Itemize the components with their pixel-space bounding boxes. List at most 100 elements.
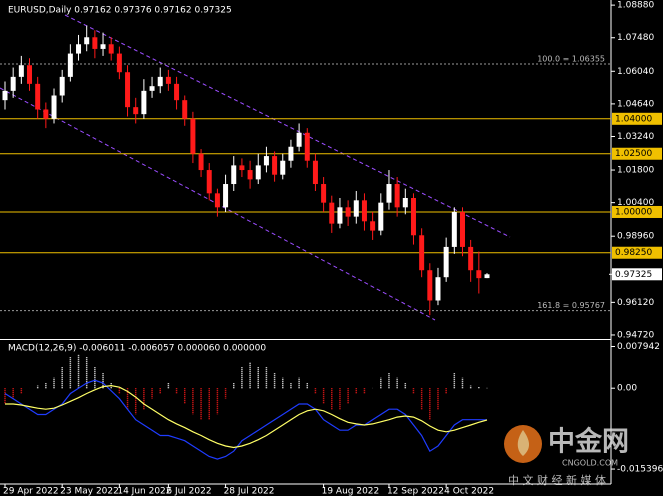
y-tick-label: 0.98960: [617, 232, 654, 242]
candle-body: [214, 193, 220, 208]
level-label: 0.98250: [615, 248, 652, 258]
candle-body: [157, 76, 163, 87]
candle-body: [198, 153, 204, 171]
candle-body: [337, 207, 343, 224]
candle-body: [149, 86, 155, 91]
level-label-box: [612, 147, 662, 160]
candle-body: [304, 132, 310, 161]
candle-body: [247, 170, 253, 180]
level-label-box: [612, 112, 662, 125]
level-label: 1.00000: [615, 207, 652, 217]
candle-body: [67, 53, 73, 77]
candle-body: [296, 132, 302, 147]
level-label: 1.02500: [615, 149, 652, 159]
candle-body: [125, 72, 131, 108]
x-tick-label: 23 May 2022: [60, 487, 119, 496]
indicator-title: MACD(12,26,9) -0.006011 -0.006057 0.0000…: [8, 344, 266, 354]
chart-title: EURUSD,Daily 0.97162 0.97376 0.97162 0.9…: [8, 6, 232, 16]
y-tick-label: 1.03240: [617, 132, 654, 142]
candle-body: [18, 65, 24, 77]
candle-body: [174, 83, 180, 101]
candle-body: [476, 270, 482, 279]
level-label: 1.04000: [615, 114, 652, 124]
candle-body: [435, 277, 441, 301]
candle-body: [59, 76, 65, 96]
candle-body: [345, 207, 351, 217]
x-tick-label: 14 Jun 2022: [117, 487, 171, 496]
candle-body: [263, 156, 269, 166]
candle-body: [312, 160, 318, 185]
candle-body: [239, 165, 245, 171]
y-tick-label: 1.07480: [617, 33, 654, 43]
candle-body: [51, 95, 57, 119]
watermark-site: CNGOLD.COM: [562, 459, 618, 468]
candle-body: [190, 118, 196, 154]
x-tick-label: 29 Apr 2022: [3, 487, 59, 496]
candle-body: [100, 44, 106, 49]
y-tick-label: 0.007942: [617, 342, 660, 352]
candle-body: [92, 37, 98, 49]
channel-line: [64, 14, 511, 238]
candle-body: [272, 156, 278, 175]
candle-body: [280, 160, 286, 175]
candle-body: [223, 184, 229, 208]
y-tick-label: 1.06040: [617, 67, 654, 77]
candle-body: [402, 198, 408, 208]
fib-label: 100.0 = 1.06355: [537, 54, 605, 63]
x-tick-label: 28 Jul 2022: [224, 487, 275, 496]
candle-body: [27, 65, 33, 84]
candle-body: [43, 109, 49, 119]
y-tick-label: -0.015396: [617, 465, 663, 475]
candle-body: [370, 221, 376, 231]
level-label-box: [612, 246, 662, 259]
candle-body: [141, 90, 147, 115]
x-tick-label: 4 Oct 2022: [444, 487, 494, 496]
y-tick-label: 1.08880: [617, 1, 654, 11]
candle-body: [484, 274, 490, 279]
candle-body: [116, 53, 122, 73]
candle-body: [321, 184, 327, 203]
logo-flame: [517, 430, 530, 456]
y-tick-label: 1.01800: [617, 166, 654, 176]
level-label-box: [612, 205, 662, 218]
candle-body: [451, 211, 457, 247]
watermark-tagline: 中 文 财 经 新 媒 体: [508, 473, 606, 487]
y-tick-label: 0.00: [617, 384, 637, 394]
y-tick-label: 0.94720: [617, 330, 654, 340]
candle-body: [378, 202, 384, 231]
x-tick-label: 12 Sep 2022: [387, 487, 444, 496]
candle-body: [76, 44, 82, 54]
x-tick-label: 19 Aug 2022: [322, 487, 380, 496]
candle-body: [2, 90, 8, 101]
candle-body: [443, 246, 449, 278]
candle-body: [182, 100, 188, 119]
watermark: 中金网 CNGOLD.COM 中 文 财 经 新 媒 体: [504, 425, 629, 487]
candle-body: [459, 211, 465, 247]
x-tick-label: 6 Jul 2022: [166, 487, 211, 496]
y-tick-label: 1.04640: [617, 99, 654, 109]
candle-body: [410, 198, 416, 236]
last-price-box: [612, 268, 662, 281]
last-price-label: 0.97325: [615, 270, 652, 280]
candle-body: [206, 170, 212, 194]
candle-body: [231, 165, 237, 185]
candle-body: [427, 270, 433, 301]
candle-body: [386, 184, 392, 203]
candle-body: [361, 200, 367, 222]
candle-body: [468, 246, 474, 271]
fib-label: 161.8 = 0.95767: [537, 301, 605, 310]
y-tick-label: 1.00400: [617, 198, 654, 208]
candle-body: [84, 37, 90, 45]
candle-body: [353, 200, 359, 217]
candle-body: [165, 76, 171, 84]
candle-body: [35, 83, 41, 110]
candle-body: [419, 235, 425, 271]
candle-body: [108, 44, 114, 54]
watermark-brand: 中金网: [548, 426, 629, 458]
candle-body: [255, 165, 261, 180]
y-tick-label: 0.96120: [617, 298, 654, 308]
candle-body: [133, 107, 139, 115]
